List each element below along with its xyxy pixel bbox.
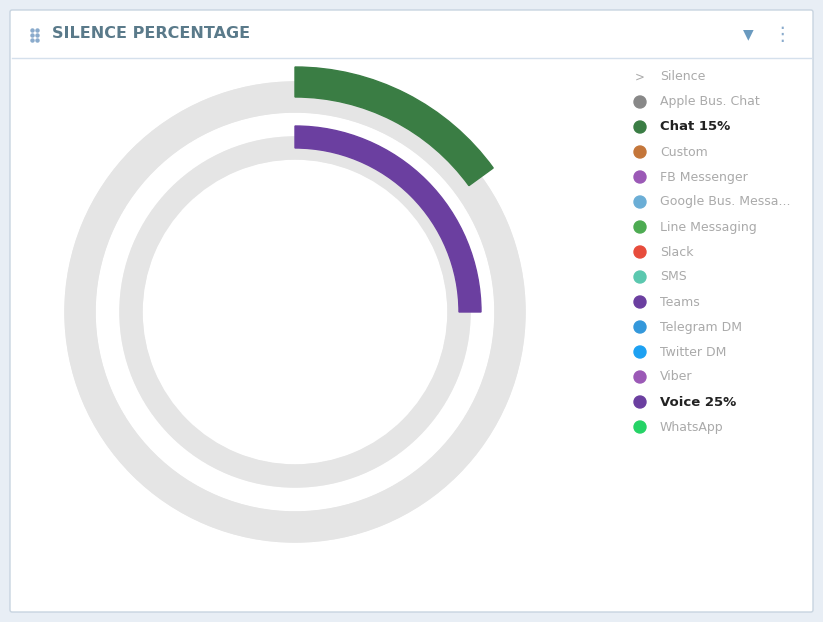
Circle shape <box>634 421 646 433</box>
Text: Custom: Custom <box>660 146 708 159</box>
Text: Twitter DM: Twitter DM <box>660 345 727 358</box>
Text: Telegram DM: Telegram DM <box>660 320 742 333</box>
Circle shape <box>634 296 646 308</box>
Circle shape <box>634 246 646 258</box>
Circle shape <box>634 346 646 358</box>
Wedge shape <box>295 67 493 185</box>
Text: Line Messaging: Line Messaging <box>660 221 757 233</box>
Text: SILENCE PERCENTAGE: SILENCE PERCENTAGE <box>52 27 250 42</box>
Circle shape <box>634 171 646 183</box>
Text: Voice 25%: Voice 25% <box>660 396 737 409</box>
Text: Chat 15%: Chat 15% <box>660 121 730 134</box>
Circle shape <box>634 96 646 108</box>
Text: Google Bus. Messa...: Google Bus. Messa... <box>660 195 791 208</box>
Text: >: > <box>635 70 645 83</box>
Circle shape <box>634 121 646 133</box>
Circle shape <box>634 321 646 333</box>
Text: SMS: SMS <box>660 271 686 284</box>
Circle shape <box>634 196 646 208</box>
Text: Silence: Silence <box>660 70 705 83</box>
Wedge shape <box>295 126 481 312</box>
Circle shape <box>634 221 646 233</box>
Text: ⋮: ⋮ <box>772 24 792 44</box>
FancyBboxPatch shape <box>10 10 813 612</box>
Circle shape <box>634 146 646 158</box>
Text: Viber: Viber <box>660 371 692 384</box>
Text: Apple Bus. Chat: Apple Bus. Chat <box>660 96 760 108</box>
Text: ▼: ▼ <box>742 27 753 41</box>
Circle shape <box>634 371 646 383</box>
Circle shape <box>634 396 646 408</box>
Text: WhatsApp: WhatsApp <box>660 420 723 434</box>
Text: Teams: Teams <box>660 295 700 309</box>
Text: Slack: Slack <box>660 246 694 259</box>
Text: FB Messenger: FB Messenger <box>660 170 748 183</box>
Circle shape <box>634 271 646 283</box>
